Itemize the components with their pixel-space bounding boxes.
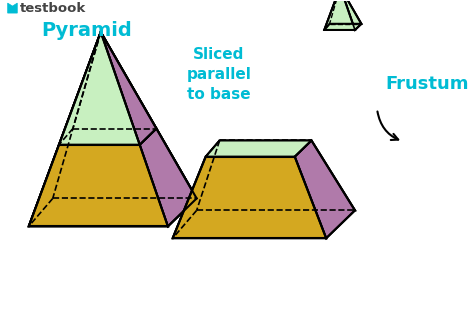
Polygon shape [324, 24, 361, 30]
Polygon shape [206, 141, 311, 157]
Polygon shape [173, 141, 219, 238]
Text: testbook: testbook [20, 2, 86, 15]
Polygon shape [59, 32, 101, 145]
Polygon shape [101, 32, 197, 226]
Polygon shape [324, 0, 340, 30]
Text: Sliced
parallel
to base: Sliced parallel to base [186, 47, 251, 101]
Polygon shape [140, 129, 197, 226]
Polygon shape [295, 141, 355, 238]
Polygon shape [324, 0, 355, 30]
Polygon shape [101, 32, 156, 145]
FancyArrowPatch shape [377, 112, 398, 140]
Polygon shape [53, 129, 197, 198]
Polygon shape [329, 0, 361, 24]
Polygon shape [340, 0, 361, 30]
Polygon shape [197, 141, 355, 210]
Polygon shape [8, 3, 17, 13]
Polygon shape [53, 32, 197, 198]
Polygon shape [59, 32, 140, 145]
Polygon shape [59, 129, 156, 145]
Text: Frustum: Frustum [385, 75, 469, 93]
Polygon shape [73, 32, 156, 129]
Polygon shape [29, 145, 168, 226]
Text: Pyramid: Pyramid [41, 21, 132, 40]
Polygon shape [29, 32, 101, 226]
Polygon shape [29, 129, 73, 226]
Polygon shape [173, 157, 326, 238]
Polygon shape [29, 32, 168, 226]
